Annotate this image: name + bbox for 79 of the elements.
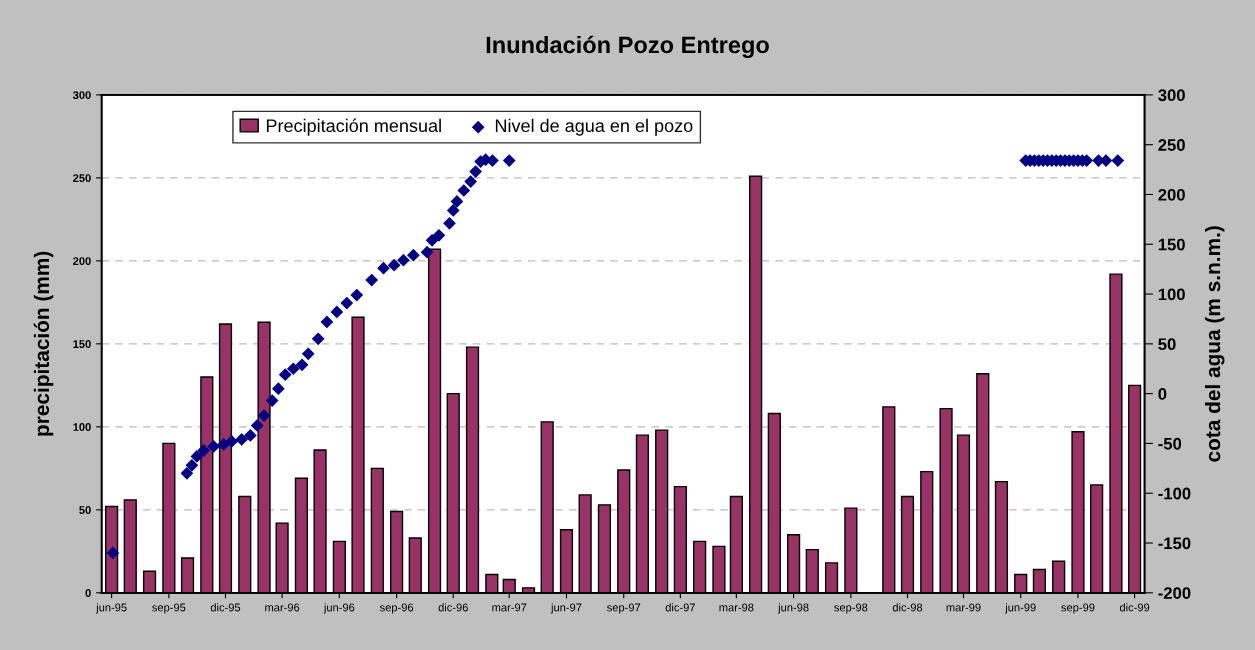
- point: [502, 154, 516, 167]
- point: [330, 305, 344, 319]
- point: [420, 245, 434, 259]
- point: [207, 440, 221, 453]
- point: [295, 358, 309, 372]
- x-tick-label: jun-99: [1005, 603, 1036, 614]
- x-tick-label: sep-98: [834, 603, 868, 614]
- y2-tick-label: 50: [1158, 338, 1176, 351]
- x-tick-label: jun-96: [323, 603, 355, 614]
- y2-tick-label: 300: [1158, 89, 1185, 102]
- x-tick-label: dic-97: [665, 603, 695, 612]
- point: [286, 362, 300, 376]
- y2-tick-label: -150: [1158, 537, 1191, 550]
- point: [340, 296, 354, 310]
- point: [432, 228, 446, 242]
- y-tick-label: 250: [73, 174, 91, 183]
- legend-label: Nivel de agua en el pozo: [495, 118, 693, 136]
- y2-tick-label: -100: [1158, 487, 1191, 500]
- point: [190, 450, 204, 463]
- y2-tick-label: 250: [1158, 139, 1185, 151]
- x-tick-label: sep-99: [1061, 603, 1095, 614]
- point: [301, 347, 315, 361]
- point: [365, 273, 379, 287]
- point: [397, 253, 410, 267]
- point: [407, 248, 420, 262]
- point: [106, 546, 120, 560]
- point: [278, 368, 292, 382]
- point: [350, 288, 364, 302]
- point: [1111, 154, 1125, 167]
- point: [217, 438, 230, 451]
- x-tick-label: sep-96: [379, 603, 414, 614]
- y-tick-label: 0: [85, 589, 91, 597]
- x-tick-label: dic-95: [210, 603, 241, 612]
- x-tick-label: jun-95: [95, 603, 127, 614]
- y2-tick-label: 100: [1158, 288, 1185, 301]
- x-tick-label: sep-97: [607, 603, 641, 614]
- x-tick-label: jun-97: [550, 603, 582, 614]
- point: [464, 175, 478, 188]
- y-axis-title: precipitación (mm): [33, 251, 54, 436]
- y2-tick-label: 0: [1158, 388, 1167, 400]
- y-tick-label: 300: [72, 91, 91, 100]
- x-tick-label: mar-96: [265, 603, 300, 612]
- y2-tick-label: 200: [1158, 188, 1185, 201]
- point: [377, 261, 390, 275]
- point: [244, 429, 257, 442]
- x-tick-label: mar-97: [492, 603, 527, 612]
- y-tick-label: 50: [79, 506, 91, 514]
- x-tick-label: sep-95: [152, 603, 186, 614]
- point: [425, 233, 439, 247]
- point: [197, 444, 211, 457]
- x-tick-label: dic-98: [892, 603, 923, 612]
- x-tick-label: dic-99: [1119, 603, 1150, 612]
- y2-tick-label: -200: [1158, 587, 1191, 599]
- y2-axis-title: cota del agua (m s.n.m.): [1205, 226, 1225, 462]
- y2-tick-label: 150: [1158, 238, 1185, 251]
- point: [311, 332, 325, 346]
- point: [265, 394, 279, 407]
- y-tick-label: 200: [73, 257, 91, 265]
- y-tick-label: 100: [73, 423, 91, 431]
- point: [272, 382, 285, 396]
- x-tick-label: mar-98: [719, 603, 754, 612]
- x-tick-label: mar-99: [946, 603, 981, 612]
- point: [180, 466, 194, 480]
- legend-label: Precipitación mensual: [266, 118, 441, 136]
- x-tick-label: dic-96: [438, 603, 468, 612]
- point: [469, 165, 482, 178]
- point: [250, 419, 264, 432]
- point: [387, 258, 401, 272]
- point: [225, 435, 239, 448]
- point: [457, 184, 471, 197]
- point: [446, 204, 460, 217]
- y-tick-label: 150: [73, 340, 91, 348]
- point: [235, 433, 249, 446]
- chart-title: Inundación Pozo Entrego: [486, 35, 769, 59]
- y2-tick-label: -50: [1158, 437, 1182, 450]
- x-tick-label: jun-98: [777, 603, 809, 614]
- point: [443, 216, 456, 230]
- point: [185, 458, 199, 472]
- point: [320, 315, 334, 329]
